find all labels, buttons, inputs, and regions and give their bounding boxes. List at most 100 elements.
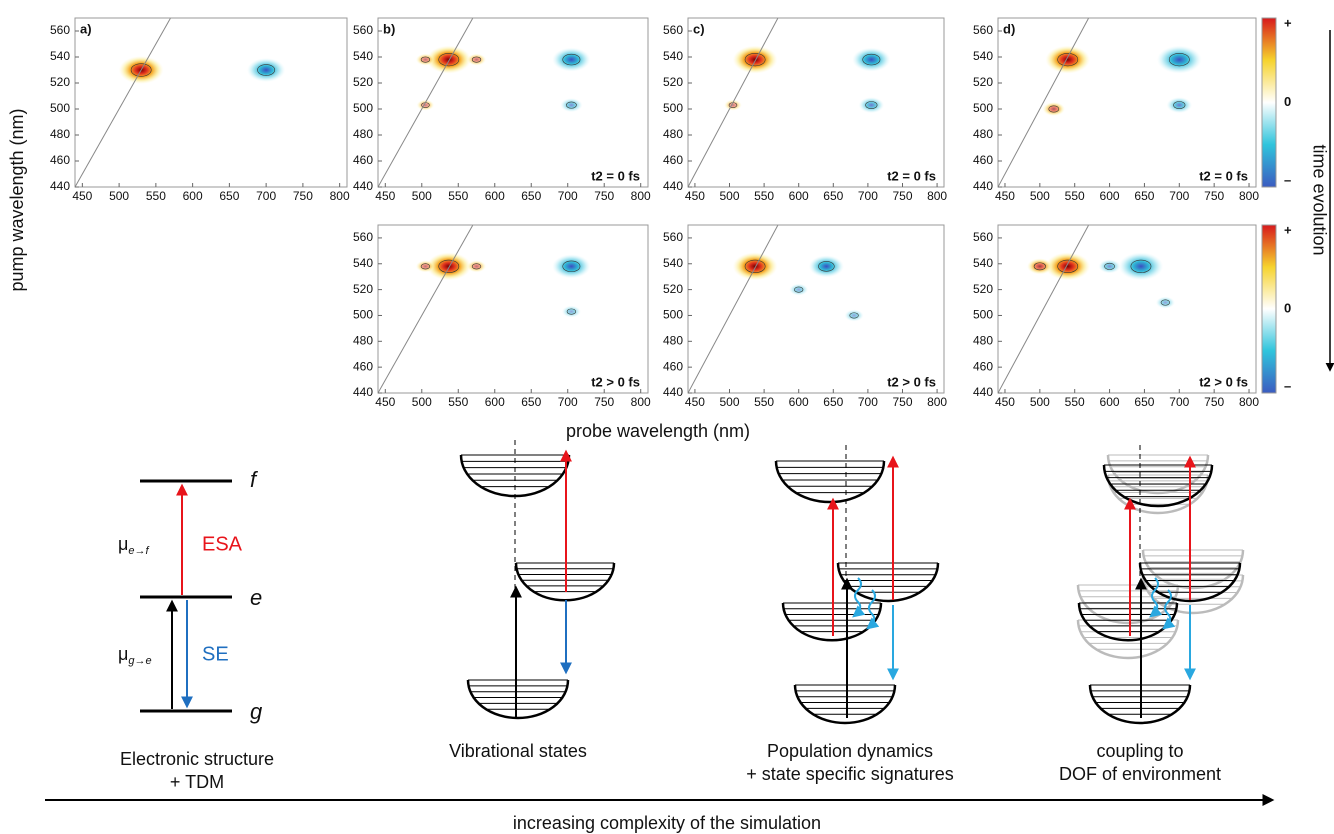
x-tick-label: 550	[448, 189, 468, 203]
colorbar-tick-label: +	[1284, 222, 1292, 237]
potential-well	[1141, 549, 1245, 590]
x-tick-label: 650	[823, 395, 843, 409]
tdm-label: μe→f	[118, 534, 149, 557]
y-tick-label: 540	[973, 49, 993, 63]
x-tick-label: 550	[1065, 189, 1085, 203]
contour-line	[562, 53, 581, 66]
x-tick-label: 700	[558, 395, 578, 409]
y-tick-label: 560	[663, 230, 683, 244]
panel-label: a)	[80, 21, 92, 36]
y-tick-label: 500	[50, 101, 70, 115]
y-tick-label: 500	[353, 308, 373, 322]
contour-line	[438, 259, 460, 273]
diagonal	[378, 225, 474, 393]
peak	[858, 97, 885, 114]
frame	[74, 17, 348, 188]
x-tick-label: 700	[1169, 395, 1189, 409]
y-tick-label: 460	[973, 359, 993, 373]
y-tick-label: 520	[663, 282, 683, 296]
spectrum-panel: 450 500 550 600 650 700 750 800 440 460 480 500 520 5…	[50, 17, 350, 203]
y-tick-label: 520	[973, 282, 993, 296]
peak	[560, 98, 583, 113]
diagonal	[75, 18, 172, 187]
y-tick-label: 440	[353, 179, 373, 193]
x-tick-label: 750	[892, 189, 912, 203]
frame	[997, 17, 1257, 188]
diagonal	[688, 18, 779, 187]
panel-annotation: t2 = 0 fs	[1199, 168, 1248, 183]
panel-label: b)	[383, 21, 395, 36]
x-tick-label: 600	[183, 189, 203, 203]
contour-line	[420, 263, 431, 270]
x-tick-label: 500	[412, 189, 432, 203]
x-tick-label: 800	[631, 395, 651, 409]
contour-line	[1168, 52, 1190, 67]
y-tick-label: 480	[50, 127, 70, 141]
frame	[687, 17, 945, 188]
peak	[1155, 296, 1175, 309]
peak	[415, 53, 436, 66]
y-tick-label: 540	[353, 256, 373, 270]
peak	[1027, 258, 1053, 275]
well-curve	[1088, 684, 1192, 725]
peak	[1166, 97, 1193, 114]
x-tick-label: 550	[448, 395, 468, 409]
x-tick-label: 800	[927, 395, 947, 409]
y-tick-label: 540	[50, 49, 70, 63]
y-tick-label: 560	[50, 23, 70, 37]
x-tick-label: 500	[719, 395, 739, 409]
y-tick-label: 540	[353, 49, 373, 63]
y-tick-label: 480	[973, 333, 993, 347]
x-tick-label: 500	[1030, 189, 1050, 203]
peak	[426, 252, 472, 281]
x-tick-label: 750	[892, 395, 912, 409]
x-tick-label: 700	[858, 189, 878, 203]
peak	[416, 99, 435, 111]
colorbar-tick-label: –	[1284, 172, 1291, 187]
x-tick-label: 600	[1100, 189, 1120, 203]
y-tick-label: 500	[973, 308, 993, 322]
level-label: e	[250, 585, 262, 610]
caption: DOF of environment	[1059, 764, 1221, 784]
x-tick-label: 450	[685, 395, 705, 409]
x-tick-label: 800	[330, 189, 350, 203]
x-tick-label: 750	[1204, 395, 1224, 409]
peak	[732, 45, 778, 74]
contour-line	[471, 56, 482, 63]
contour-line	[438, 52, 460, 67]
x-tick-label: 650	[823, 189, 843, 203]
peak	[466, 260, 487, 273]
caption: + TDM	[170, 772, 224, 792]
relaxation-arrow	[1162, 589, 1176, 630]
frame	[377, 224, 649, 394]
contour-line	[562, 260, 581, 273]
contour-line	[420, 56, 431, 63]
x-tick-label: 550	[754, 395, 774, 409]
peak	[852, 47, 891, 72]
contour-line	[1160, 299, 1170, 306]
spectrum-panel: 450 500 550 600 650 700 750 800 440 460 480 500 520 5…	[353, 224, 651, 409]
x-tick-label: 600	[485, 395, 505, 409]
y-tick-label: 520	[973, 75, 993, 89]
diagonal	[998, 18, 1090, 187]
colorbar-tick-label: –	[1284, 378, 1291, 393]
y-tick-label: 440	[353, 385, 373, 399]
potential-well	[793, 684, 897, 725]
contour-line	[1173, 101, 1186, 109]
y-axis-label: pump wavelength (nm)	[7, 108, 27, 291]
x-tick-label: 450	[375, 189, 395, 203]
spectrum-panel: 450 500 550 600 650 700 750 800 440 460 480 500 520 5…	[353, 17, 651, 203]
peak	[732, 252, 778, 281]
well-curve	[1102, 464, 1214, 508]
symbol: μ	[118, 644, 128, 664]
plot-area	[998, 225, 1175, 393]
contour-line	[566, 308, 576, 315]
y-tick-label: 560	[353, 230, 373, 244]
contour-line	[744, 259, 766, 273]
contour-line	[794, 286, 804, 293]
caption: Population dynamics	[767, 741, 933, 761]
tdm-label: μg→e	[118, 644, 152, 667]
x-tick-label: 500	[412, 395, 432, 409]
